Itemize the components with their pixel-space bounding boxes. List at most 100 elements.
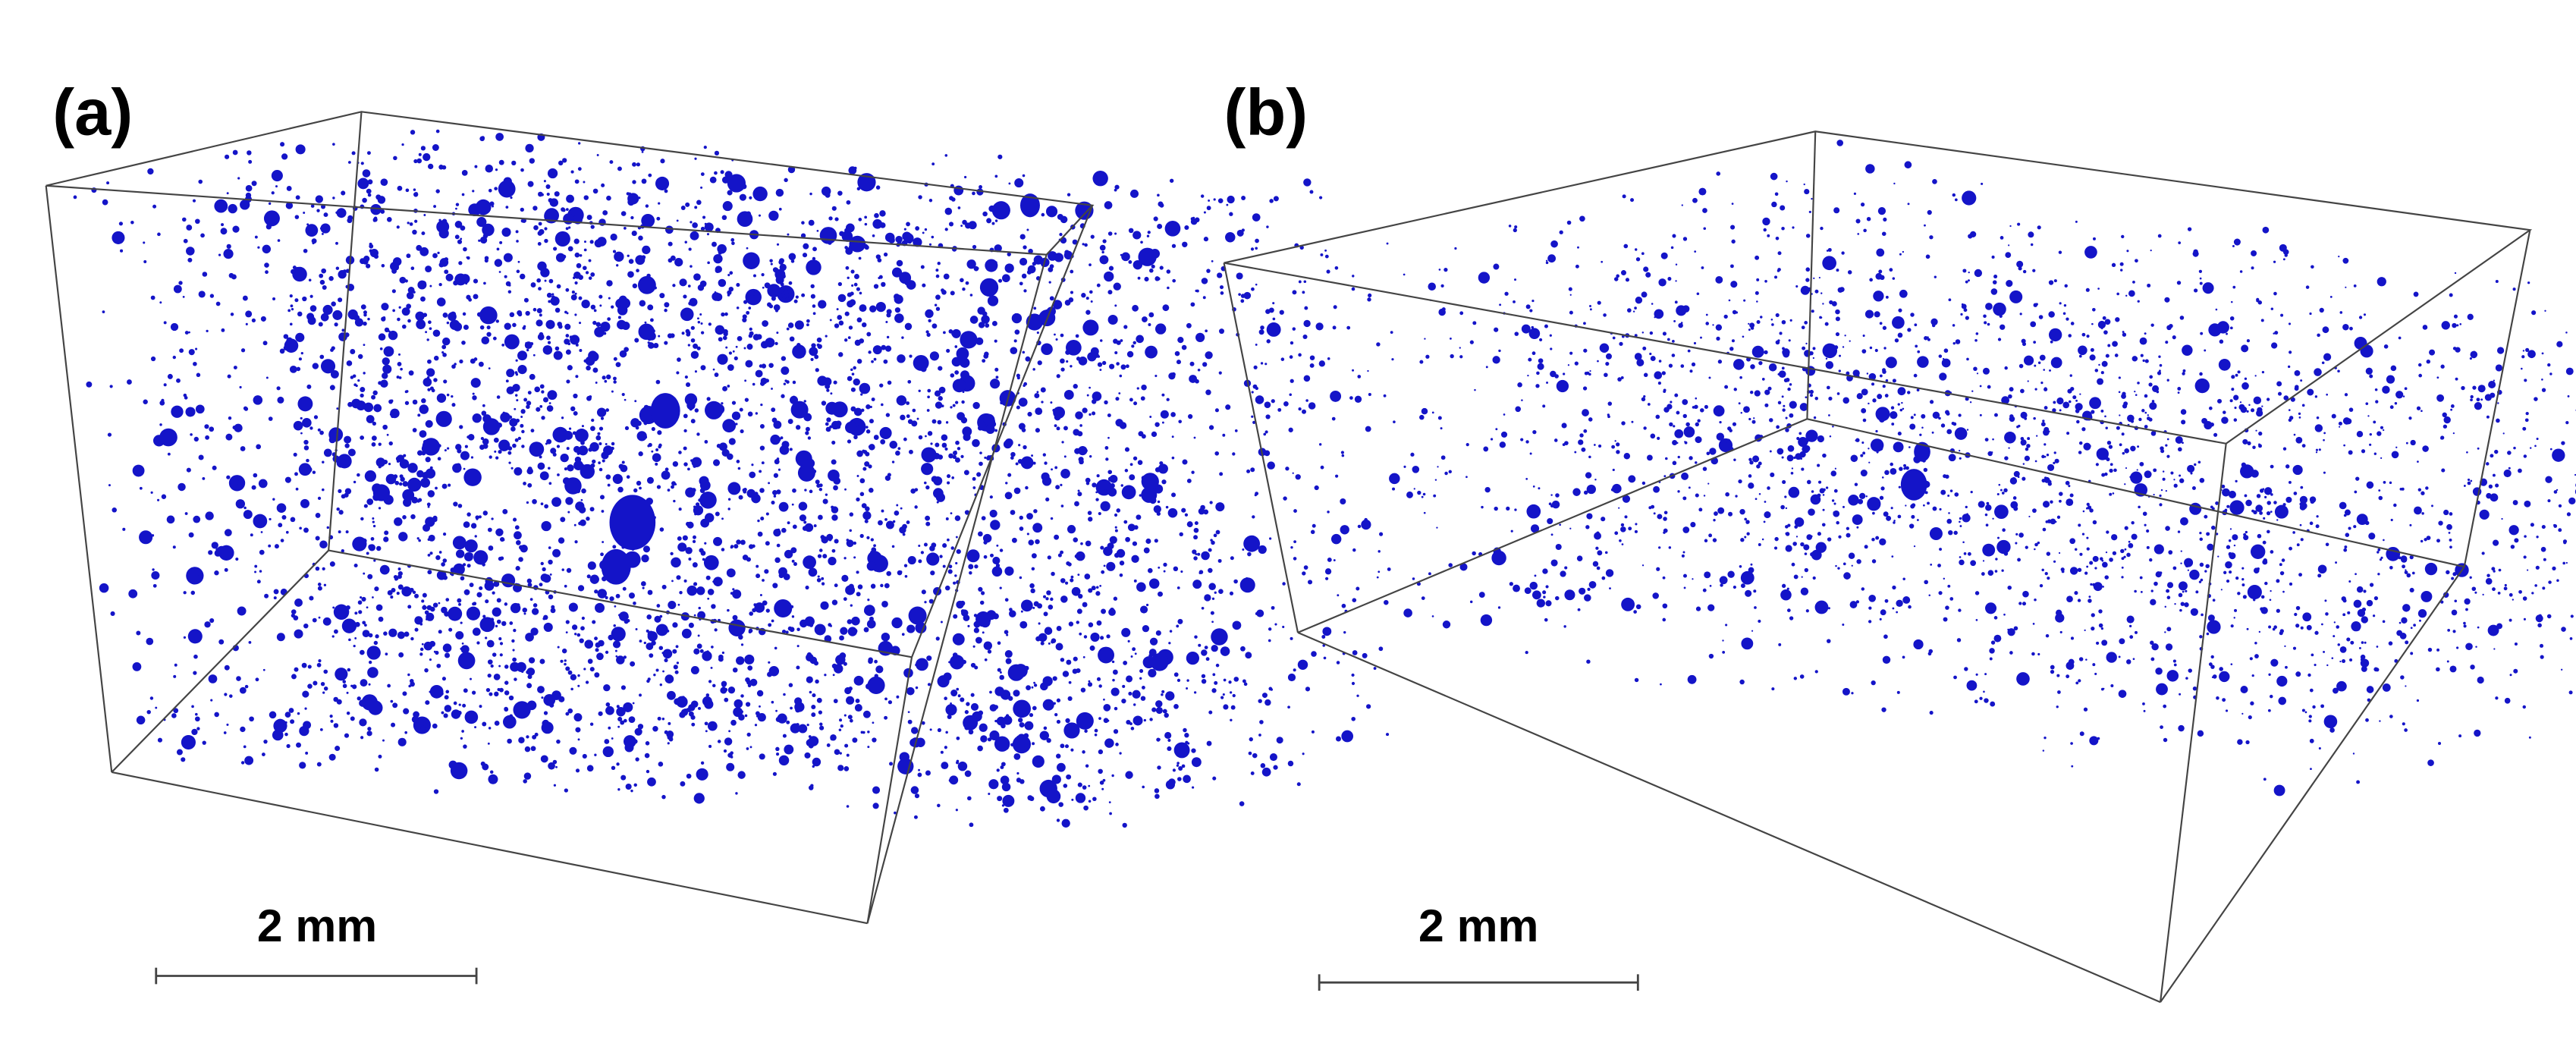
- pore: [530, 746, 536, 752]
- pore: [899, 272, 912, 284]
- pore: [1142, 625, 1150, 633]
- pore: [1038, 633, 1048, 643]
- pore: [485, 636, 488, 639]
- pore: [918, 559, 922, 564]
- pore: [1727, 570, 1735, 578]
- pore: [526, 735, 529, 739]
- pore: [598, 639, 605, 647]
- pore: [866, 561, 876, 571]
- pore: [1160, 410, 1169, 419]
- pore: [532, 206, 538, 211]
- pore: [561, 454, 566, 460]
- pore: [1139, 494, 1142, 497]
- pore: [2282, 447, 2287, 451]
- pore: [1793, 677, 1798, 680]
- pore: [636, 420, 642, 426]
- pore: [912, 408, 916, 413]
- pore: [383, 359, 389, 365]
- pore: [1113, 729, 1119, 734]
- pore: [1340, 525, 1349, 535]
- pore: [834, 583, 838, 588]
- pore: [1298, 407, 1302, 411]
- pore: [1269, 199, 1274, 203]
- pore: [545, 442, 548, 445]
- pore: [1112, 678, 1115, 682]
- pore: [2015, 542, 2018, 545]
- pore: [2178, 447, 2182, 452]
- pore: [965, 281, 969, 285]
- pore: [2118, 376, 2121, 379]
- pore: [1252, 420, 1256, 424]
- pore: [1011, 537, 1017, 543]
- pore: [191, 728, 198, 736]
- pore: [483, 281, 486, 285]
- pore: [448, 483, 451, 487]
- pore: [708, 744, 712, 748]
- pore: [581, 488, 586, 494]
- pore: [526, 683, 532, 689]
- pore: [347, 215, 353, 221]
- pore: [1750, 563, 1753, 566]
- pore: [940, 621, 943, 624]
- pore: [461, 730, 464, 733]
- pore: [568, 602, 578, 612]
- pore: [1004, 630, 1009, 635]
- pore: [2274, 504, 2289, 519]
- pore: [1966, 429, 1969, 431]
- pore: [944, 746, 947, 749]
- pore: [460, 237, 463, 240]
- pore: [1157, 500, 1161, 504]
- pore: [373, 254, 379, 259]
- pore: [774, 269, 786, 280]
- pore: [2109, 468, 2113, 473]
- pore: [630, 789, 633, 793]
- pore: [1149, 637, 1158, 646]
- pore: [334, 322, 338, 327]
- pore: [921, 447, 937, 463]
- pore: [859, 492, 865, 497]
- pore: [1970, 560, 1977, 567]
- pore: [2241, 382, 2249, 390]
- pore: [375, 194, 382, 200]
- pore: [1761, 378, 1765, 381]
- pore: [1288, 427, 1293, 432]
- pore: [1553, 438, 1558, 442]
- pore: [947, 538, 950, 542]
- pore: [529, 342, 534, 346]
- pore: [938, 366, 943, 371]
- pore: [720, 687, 727, 694]
- pore: [949, 775, 959, 785]
- pore: [544, 238, 548, 244]
- pore: [1176, 360, 1181, 365]
- pore: [1035, 539, 1040, 545]
- pore: [2325, 542, 2329, 547]
- pore: [2038, 315, 2044, 319]
- pore: [315, 513, 321, 518]
- pore: [208, 674, 218, 683]
- pore: [2084, 571, 2088, 575]
- pore: [784, 366, 789, 372]
- pore: [342, 683, 347, 689]
- pore: [1739, 565, 1742, 568]
- pore: [371, 394, 376, 400]
- pore: [1890, 507, 1893, 510]
- pore: [926, 655, 932, 661]
- pore: [988, 779, 999, 790]
- pore: [768, 661, 771, 664]
- pore: [1089, 386, 1091, 389]
- pore: [1186, 652, 1200, 665]
- pore: [422, 592, 427, 598]
- pore: [938, 386, 946, 394]
- pore: [1019, 621, 1028, 629]
- pore: [319, 727, 323, 731]
- pore: [2247, 441, 2251, 445]
- pore: [1536, 599, 1545, 608]
- pore: [1154, 788, 1160, 793]
- pore: [1013, 664, 1028, 678]
- pore: [512, 443, 517, 448]
- pore: [183, 238, 188, 244]
- pore: [956, 736, 960, 740]
- pore: [1938, 354, 1943, 358]
- pore: [687, 709, 691, 713]
- pore: [478, 515, 482, 519]
